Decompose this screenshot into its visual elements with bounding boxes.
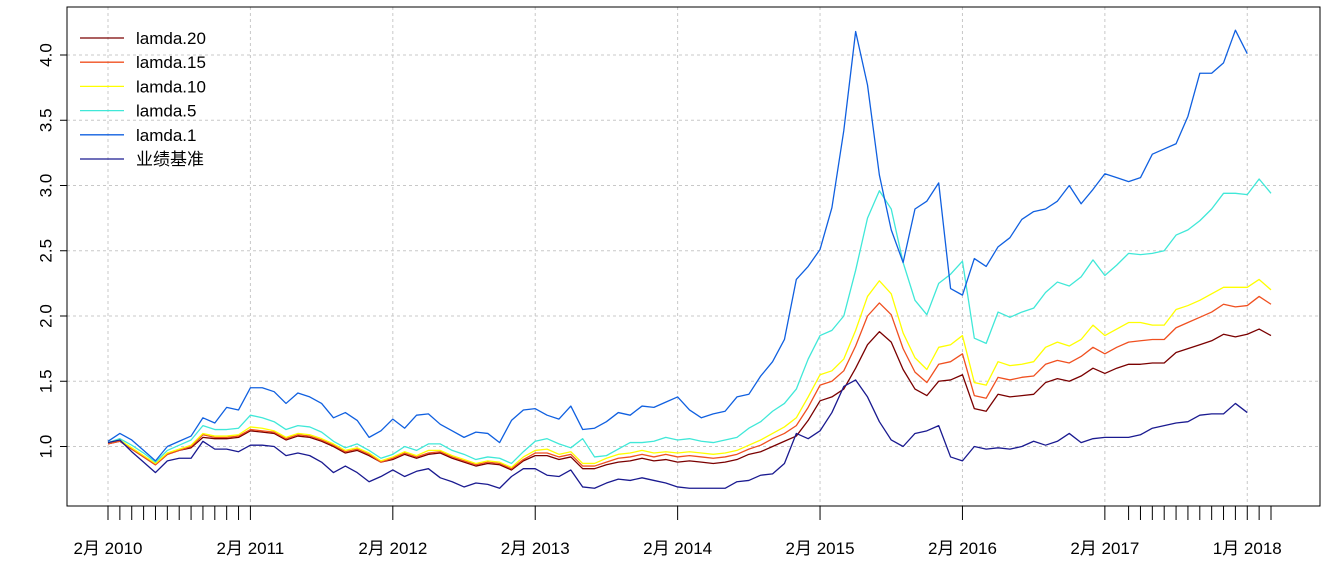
x-tick-label: 2月 2015	[786, 539, 855, 558]
legend-label: lamda.1	[136, 126, 196, 145]
y-axis: 1.0 1.5 2.0 2.5 3.0 3.5 4.0	[37, 43, 67, 459]
y-tick-label: 1.5	[37, 369, 56, 393]
series-line	[107, 278, 1272, 469]
x-tick-label: 2月 2010	[74, 539, 143, 558]
legend-label: lamda.5	[136, 102, 196, 121]
x-tick-label: 2月 2012	[358, 539, 427, 558]
x-tick-label: 2月 2014	[643, 539, 712, 558]
y-tick-label: 1.0	[37, 435, 56, 459]
x-tick-label: 2月 2011	[217, 539, 285, 558]
legend-label: lamda.10	[136, 77, 206, 96]
y-tick-label: 2.0	[37, 304, 56, 328]
series-line	[107, 328, 1272, 471]
x-tick-label: 2月 2013	[501, 539, 570, 558]
x-tick-label: 2月 2017	[1070, 539, 1139, 558]
grid-lines	[67, 7, 1320, 506]
series-lines	[107, 29, 1272, 489]
legend: lamda.20 lamda.15 lamda.10 lamda.5 lamda.1 业绩…	[80, 29, 206, 169]
legend-label: lamda.20	[136, 29, 206, 48]
legend-label: lamda.15	[136, 53, 206, 72]
legend-label: 业绩基准	[136, 150, 204, 169]
x-tick-label: 1月 2018	[1213, 539, 1282, 558]
y-tick-label: 3.0	[37, 174, 56, 198]
y-tick-label: 3.5	[37, 108, 56, 132]
x-axis: 2月 2010 2月 2011 2月 2012 2月 2013 2月 2014 2月 20…	[74, 506, 1282, 558]
series-line	[107, 379, 1248, 489]
plot-frame	[66, 6, 1321, 507]
series-line	[107, 178, 1272, 465]
series-line	[107, 29, 1248, 462]
y-tick-label: 4.0	[37, 43, 56, 67]
x-tick-label: 2月 2016	[928, 539, 997, 558]
series-line	[107, 295, 1272, 470]
y-tick-label: 2.5	[37, 239, 56, 263]
